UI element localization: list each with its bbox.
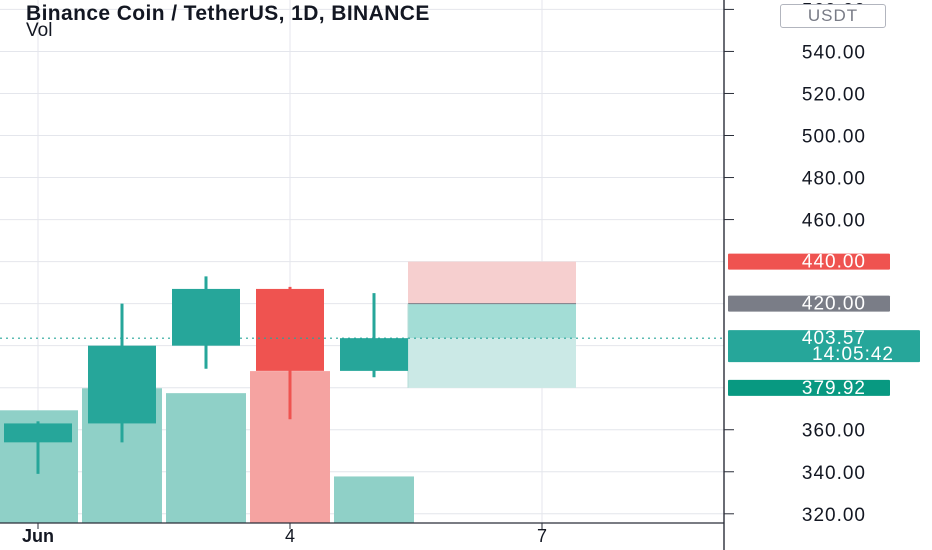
x-tick-label: 4 xyxy=(285,526,295,546)
x-tick-label: Jun xyxy=(22,526,54,546)
target-price-badge xyxy=(728,253,890,270)
y-tick-label: 320.00 xyxy=(802,505,866,526)
candle-body xyxy=(340,338,408,371)
candle-body xyxy=(256,288,324,371)
y-tick-label: 520.00 xyxy=(802,84,866,105)
entry-price-label: 420.00 xyxy=(802,294,866,315)
candle-body xyxy=(172,288,240,346)
stop-zone xyxy=(408,338,576,388)
stop-price-label: 379.92 xyxy=(802,378,866,399)
y-tick-label: 480.00 xyxy=(802,169,866,190)
target-zone xyxy=(408,261,576,304)
volume-bar xyxy=(334,476,414,523)
chart-title: Binance Coin / TetherUS, 1D, BINANCE xyxy=(26,2,430,25)
filled-zone xyxy=(408,303,576,339)
candle-body xyxy=(88,345,156,424)
volume-bar xyxy=(166,393,246,523)
candle-body xyxy=(4,423,72,443)
currency-button[interactable]: USDT xyxy=(780,4,886,28)
last-price-badge xyxy=(728,330,920,363)
y-tick-label: 340.00 xyxy=(802,463,866,484)
y-tick-label: 360.00 xyxy=(802,421,866,442)
last-price-label: 403.57 xyxy=(802,328,866,349)
y-tick-label: 460.00 xyxy=(802,211,866,232)
stop-price-badge xyxy=(728,379,890,396)
last-price-countdown: 14:05:42 xyxy=(812,344,894,365)
y-tick-label: 540.00 xyxy=(802,42,866,63)
target-price-label: 440.00 xyxy=(802,252,866,273)
entry-price-badge xyxy=(728,295,890,312)
y-tick-label: 500.00 xyxy=(802,127,866,148)
x-tick-label: 7 xyxy=(537,526,547,546)
volume-label: Vol xyxy=(26,20,53,41)
